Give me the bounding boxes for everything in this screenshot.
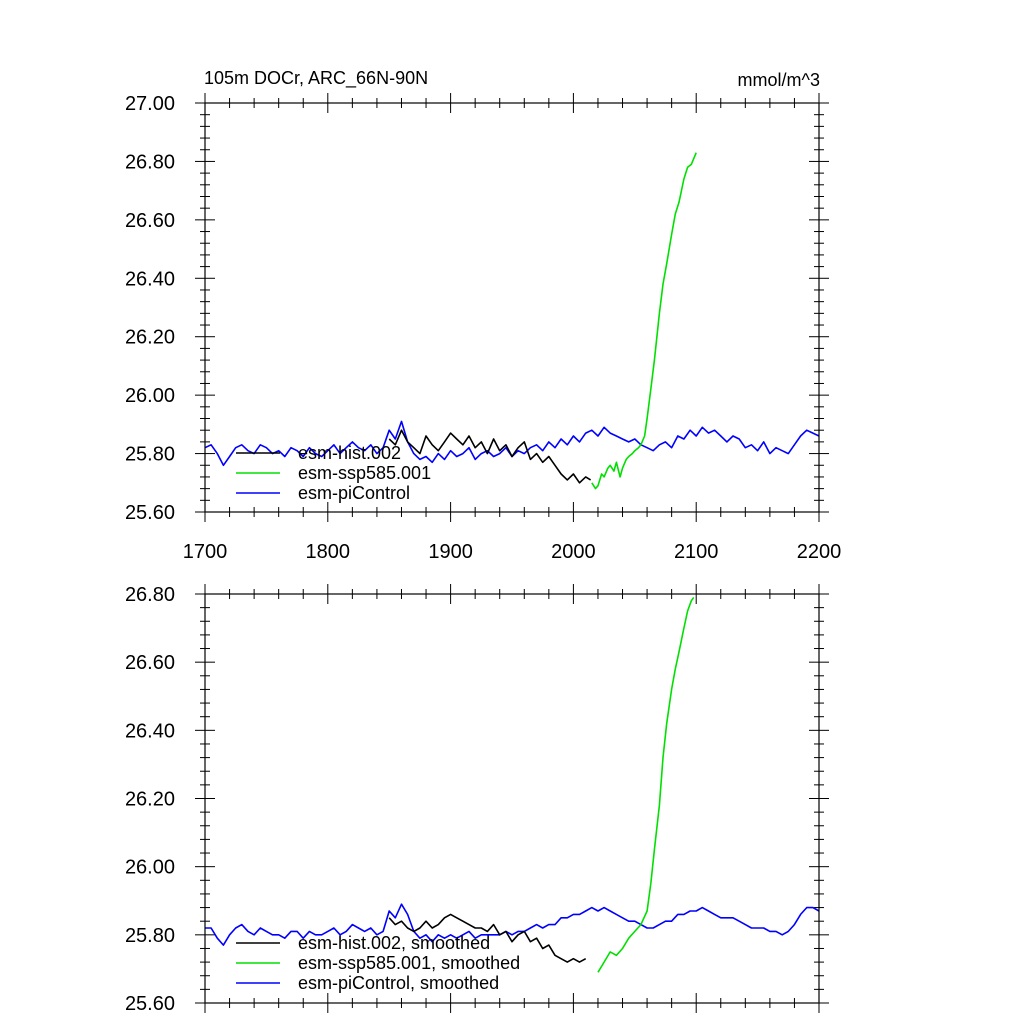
y-tick-label: 26.00: [125, 385, 175, 407]
bottom-panel: 25.60 25.80 26.00 26.20 26.40 26.60 26.80 esm-…: [125, 584, 829, 1015]
y-tick-label: 25.80: [125, 925, 175, 947]
series-lines: [205, 596, 820, 973]
legend-label: esm-piControl, smoothed: [298, 973, 499, 993]
axis-ticks: [195, 93, 829, 522]
series-lines: [204, 152, 820, 490]
legend-label: esm-ssp585.001, smoothed: [298, 953, 520, 973]
x-tick-label: 2200: [797, 541, 842, 563]
y-tick-label: 25.60: [125, 993, 175, 1015]
y-tick-label: 26.80: [125, 151, 175, 173]
x-tick-labels: 1700 1800 1900 2000 2100 2200: [183, 541, 842, 563]
y-tick-label: 26.20: [125, 327, 175, 349]
y-tick-label: 26.80: [125, 584, 175, 606]
plot-frame: [204, 102, 820, 513]
legend-label: esm-piControl: [298, 483, 410, 503]
y-tick-label: 26.40: [125, 268, 175, 290]
legend-label: esm-hist.002: [298, 443, 401, 463]
legend-label: esm-ssp585.001: [298, 463, 431, 483]
y-tick-label: 26.60: [125, 652, 175, 674]
series-line: [388, 429, 592, 484]
legend-label: esm-hist.002, smoothed: [298, 933, 490, 953]
top-panel: 105m DOCr, ARC_66N-90N mmol/m^3 1700 1800…: [125, 68, 841, 563]
y-tick-label: 25.80: [125, 444, 175, 466]
x-tick-label: 1900: [428, 541, 473, 563]
panel-title: 105m DOCr, ARC_66N-90N: [204, 68, 428, 89]
x-tick-label: 2100: [674, 541, 719, 563]
y-tick-labels: 25.60 25.80 26.00 26.20 26.40 26.60 26.80: [125, 584, 175, 1015]
units-label: mmol/m^3: [738, 70, 820, 90]
x-tick-label: 1700: [183, 541, 228, 563]
y-tick-labels: 25.60 25.80 26.00 26.20 26.40 26.60 26.80 27.00: [125, 93, 175, 524]
y-tick-label: 26.40: [125, 720, 175, 742]
series-line: [388, 913, 587, 963]
y-tick-label: 26.00: [125, 857, 175, 879]
y-tick-label: 26.60: [125, 210, 175, 232]
x-tick-label: 1800: [306, 541, 351, 563]
series-line: [591, 152, 697, 490]
y-tick-label: 26.20: [125, 789, 175, 811]
axis-ticks: [195, 584, 829, 1013]
x-tick-label: 2000: [551, 541, 596, 563]
series-line: [597, 596, 695, 973]
series-line: [205, 903, 820, 946]
y-tick-label: 25.60: [125, 502, 175, 524]
plot-frame: [204, 593, 820, 1004]
y-tick-label: 27.00: [125, 93, 175, 115]
